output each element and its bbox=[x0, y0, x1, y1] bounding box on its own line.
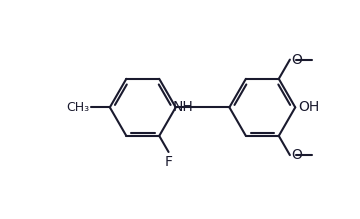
Text: O: O bbox=[291, 148, 302, 162]
Text: OH: OH bbox=[298, 100, 319, 114]
Text: NH: NH bbox=[172, 100, 193, 114]
Text: CH₃: CH₃ bbox=[66, 101, 89, 114]
Text: F: F bbox=[165, 155, 172, 169]
Text: O: O bbox=[291, 53, 302, 67]
